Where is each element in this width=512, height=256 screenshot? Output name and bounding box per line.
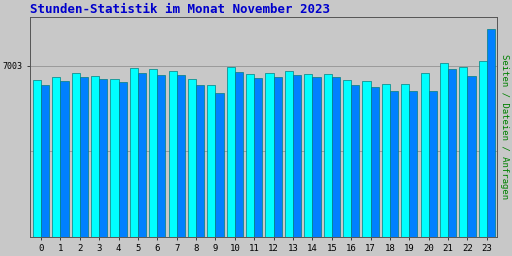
Bar [382,84,390,237]
Bar [440,63,448,237]
Bar [216,93,224,237]
Bar [351,85,359,237]
Bar [138,73,146,237]
Bar [149,69,157,237]
Text: Stunden-Statistik im Monat November 2023: Stunden-Statistik im Monat November 2023 [30,3,330,16]
Bar [343,80,351,237]
Bar [111,79,119,237]
Bar [33,80,41,237]
Bar [196,85,204,237]
Bar [41,85,49,237]
Bar [420,73,429,237]
Bar [254,78,262,237]
Bar [130,68,138,237]
Bar [467,76,476,237]
Bar [207,85,216,237]
Bar [401,84,409,237]
Bar [332,77,340,237]
Bar [409,91,417,237]
Bar [235,72,243,237]
Bar [227,67,235,237]
Bar [246,74,254,237]
Bar [429,91,437,237]
Bar [119,82,127,237]
Y-axis label: Seiten / Dateien / Anfragen: Seiten / Dateien / Anfragen [500,54,509,199]
Bar [285,71,293,237]
Bar [99,79,108,237]
Bar [177,75,185,237]
Bar [60,81,69,237]
Bar [91,76,99,237]
Bar [273,77,282,237]
Bar [72,73,80,237]
Bar [157,75,165,237]
Bar [487,29,495,237]
Bar [266,73,273,237]
Bar [52,77,60,237]
Bar [459,67,467,237]
Bar [168,71,177,237]
Bar [479,61,487,237]
Bar [371,88,379,237]
Bar [80,77,88,237]
Bar [362,81,371,237]
Bar [448,69,456,237]
Bar [312,77,321,237]
Bar [293,75,301,237]
Bar [324,73,332,237]
Bar [188,79,196,237]
Bar [304,73,312,237]
Bar [390,91,398,237]
